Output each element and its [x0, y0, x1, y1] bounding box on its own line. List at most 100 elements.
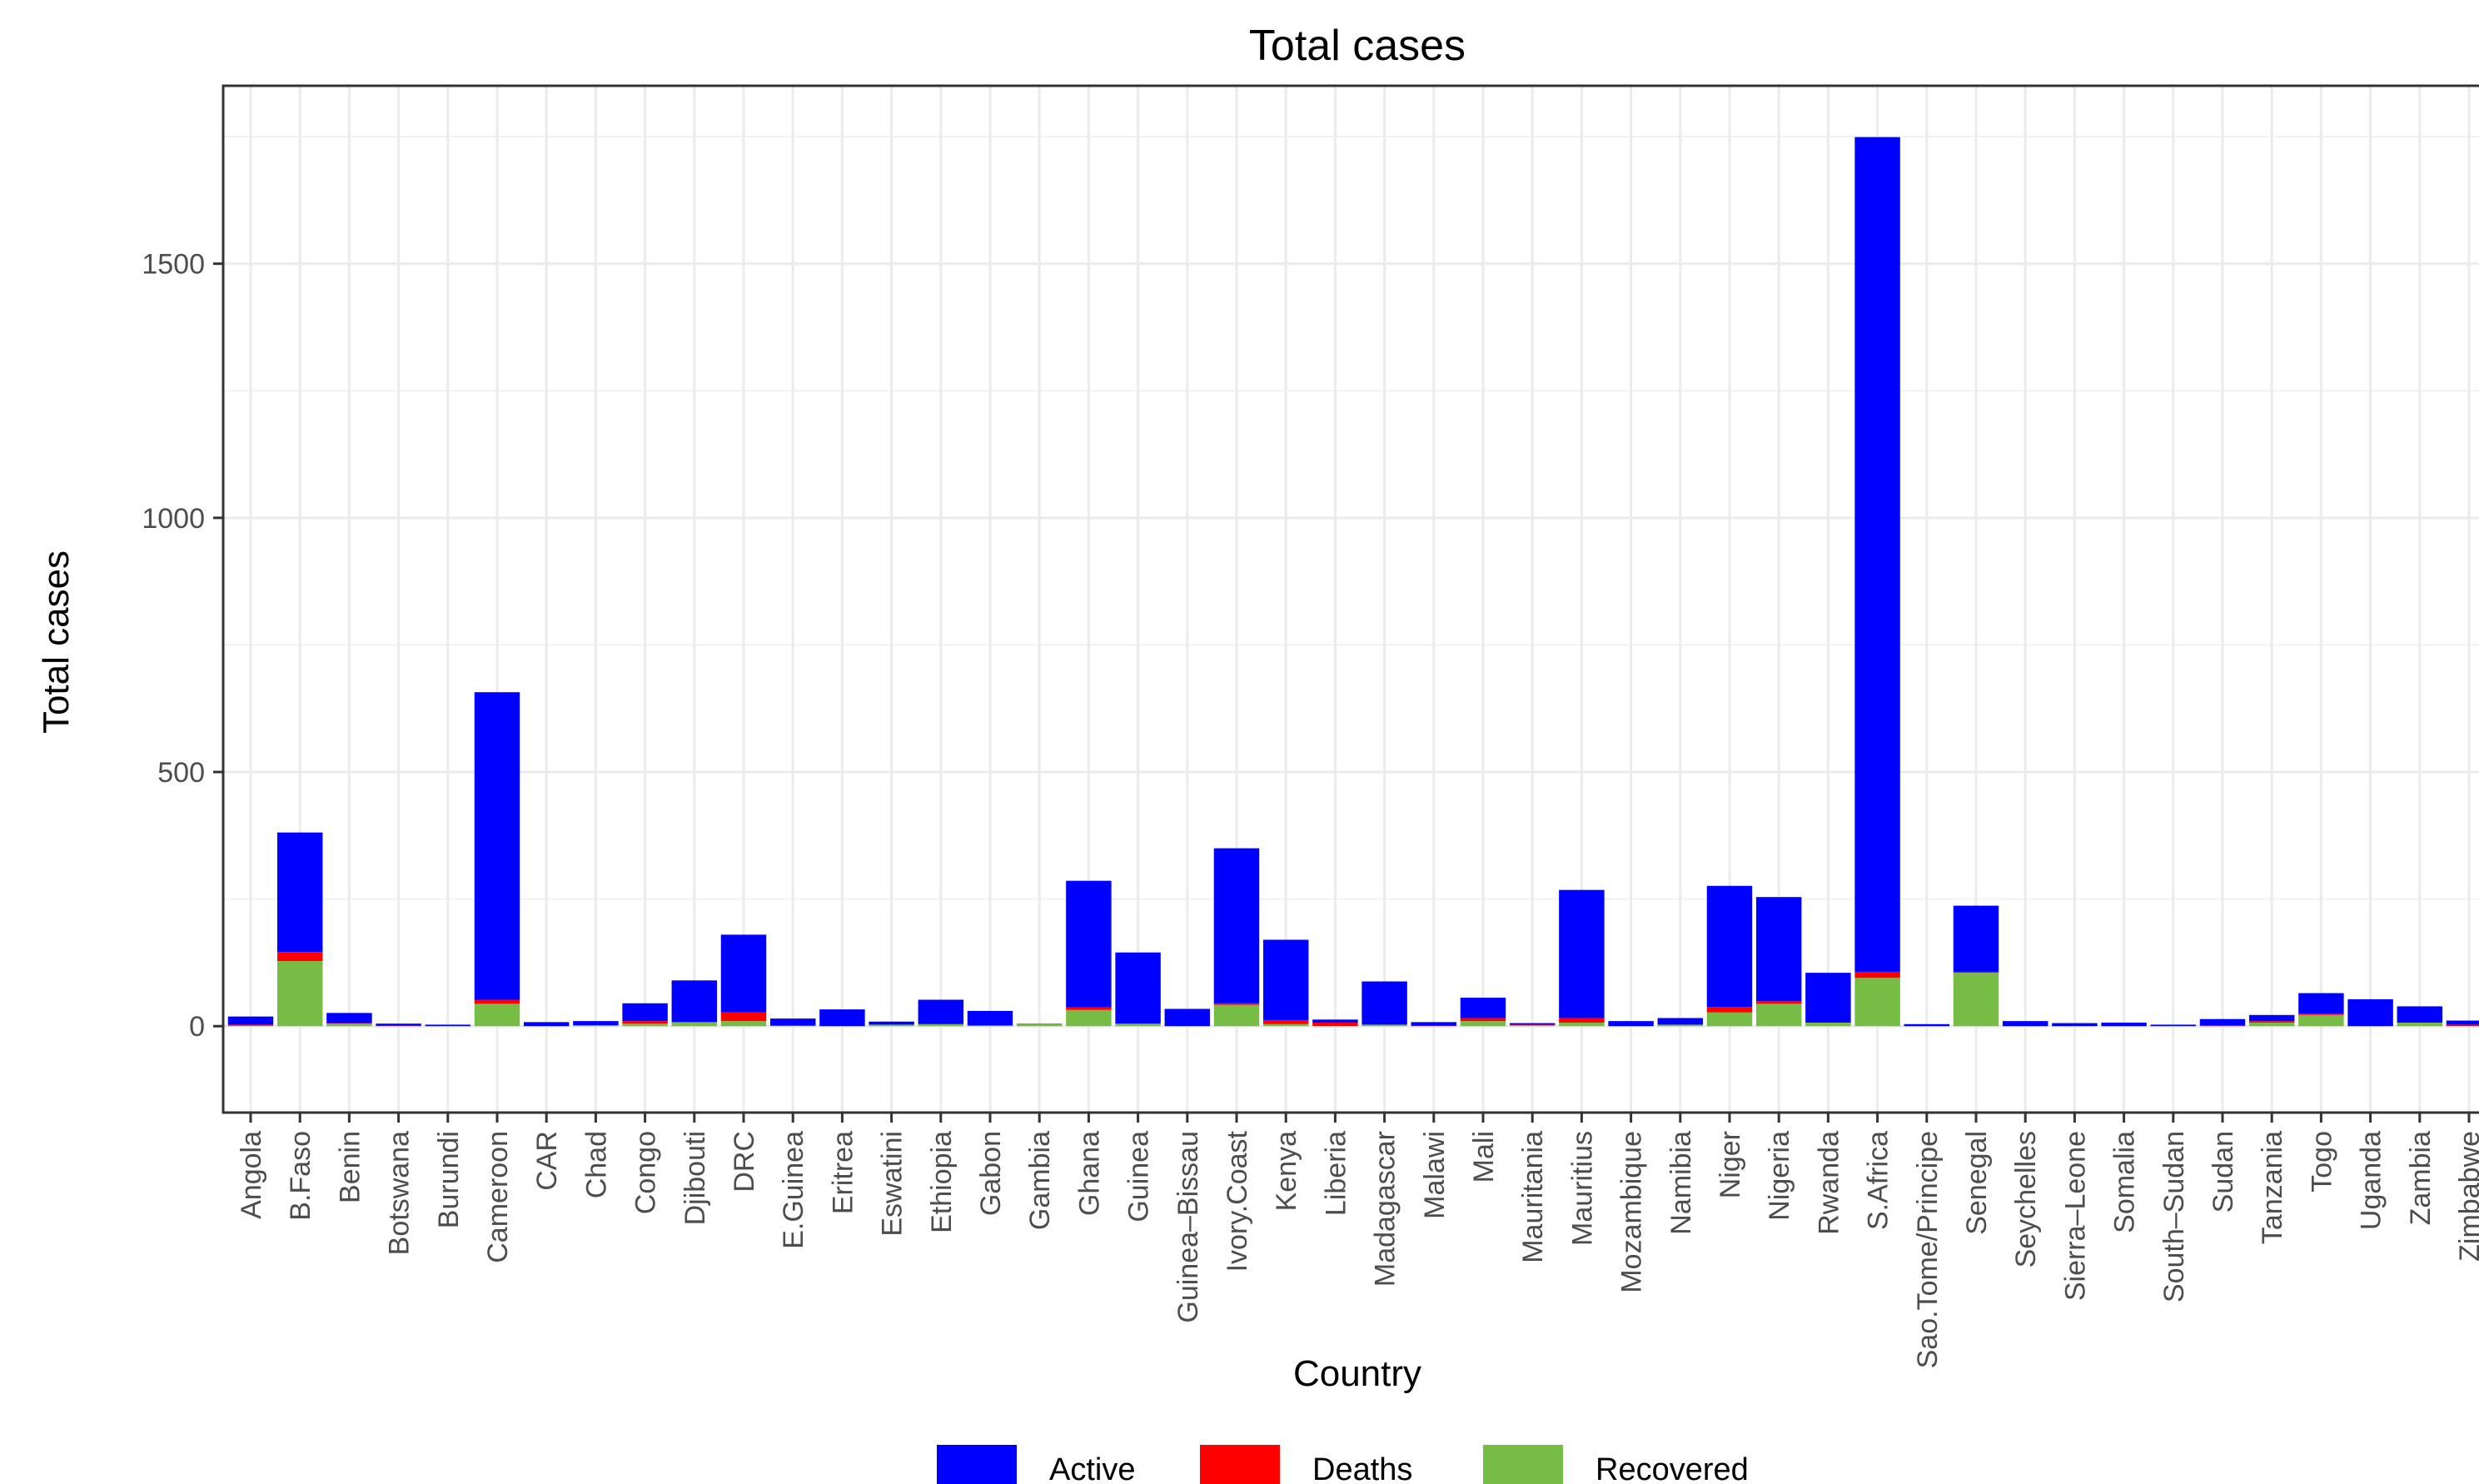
bar-deaths-togo	[2298, 1013, 2344, 1015]
bar-recovered-kenya	[1262, 1023, 1309, 1027]
x-tick-label-tanzania: Tanzania	[2257, 1131, 2288, 1244]
bar-active-car	[523, 1022, 570, 1027]
x-tick-label-zambia: Zambia	[2405, 1131, 2437, 1225]
legend-swatch-deaths	[1200, 1445, 1280, 1484]
bar-deaths-liberia	[1312, 1022, 1358, 1027]
x-tick-label-s-africa: S.Africa	[1863, 1131, 1894, 1230]
x-tick-label-eswatini: Eswatini	[877, 1131, 908, 1237]
x-tick-label-nigeria: Nigeria	[1764, 1131, 1795, 1221]
x-tick-label-seychelles: Seychelles	[2010, 1131, 2042, 1267]
bar-deaths-mauritania	[1509, 1024, 1556, 1026]
bar-active-somalia	[2101, 1022, 2147, 1027]
bar-active-benin	[326, 1013, 372, 1023]
y-tick-label: 1500	[142, 249, 205, 281]
bar-deaths-botswana	[376, 1025, 421, 1027]
x-tick-label-namibia: Namibia	[1665, 1131, 1697, 1235]
bar-deaths-gambia	[1016, 1023, 1063, 1024]
legend-swatch-active	[937, 1445, 1017, 1484]
legend-label-recovered: Recovered	[1595, 1452, 1749, 1484]
x-tick-label-uganda: Uganda	[2356, 1131, 2387, 1230]
bar-active-sao-tome-principe	[1904, 1023, 1950, 1027]
x-tick-label-mali: Mali	[1468, 1131, 1500, 1183]
bar-active-south-sudan	[2150, 1024, 2197, 1027]
bar-recovered-mali	[1460, 1021, 1506, 1027]
bar-active-seychelles	[2002, 1021, 2048, 1027]
x-tick-label-sierra-leone: Sierra–Leone	[2059, 1131, 2091, 1301]
bar-active-gabon	[967, 1010, 1013, 1026]
bar-deaths-tanzania	[2248, 1021, 2295, 1023]
bar-active-malawi	[1411, 1022, 1457, 1026]
bar-deaths-angola	[227, 1024, 274, 1026]
x-tick-label-cameroon: Cameroon	[482, 1131, 514, 1263]
x-tick-label-madagascar: Madagascar	[1370, 1131, 1401, 1287]
bar-active-rwanda	[1805, 973, 1851, 1023]
bar-active-togo	[2298, 993, 2344, 1013]
panel-border	[222, 84, 2479, 1114]
bar-active-kenya	[1262, 939, 1309, 1020]
legend: Active Deaths Recovered	[937, 1445, 1749, 1484]
bar-active-s-africa	[1854, 137, 1900, 972]
x-tick-label-chad: Chad	[580, 1131, 612, 1198]
bar-recovered-b-faso	[276, 961, 323, 1027]
bar-active-madagascar	[1361, 981, 1407, 1025]
y-tick-label: 0	[189, 1011, 205, 1043]
bar-recovered-nigeria	[1755, 1003, 1802, 1027]
bar-recovered-senegal	[1953, 973, 1999, 1027]
bar-recovered-guinea	[1115, 1023, 1161, 1027]
y-axis-label: Total cases	[36, 550, 77, 734]
bar-deaths-nigeria	[1755, 1001, 1802, 1004]
y-tick-label: 500	[157, 757, 205, 789]
bar-active-congo	[622, 1003, 668, 1022]
bar-deaths-s-africa	[1854, 971, 1900, 979]
x-tick-label-sudan: Sudan	[2208, 1131, 2239, 1213]
bar-active-zimbabwe	[2446, 1020, 2479, 1025]
x-tick-label-congo: Congo	[630, 1131, 662, 1214]
x-tick-label-e-guinea: E.Guinea	[778, 1131, 809, 1249]
bar-active-drc	[720, 934, 767, 1013]
x-tick-label-ethiopia: Ethiopia	[926, 1131, 958, 1233]
bar-active-ivory-coast	[1213, 848, 1260, 1003]
x-tick-label-car: CAR	[531, 1131, 563, 1191]
bar-recovered-drc	[720, 1021, 767, 1027]
bar-active-liberia	[1312, 1019, 1358, 1023]
bar-active-namibia	[1657, 1018, 1704, 1025]
x-tick-label-somalia: Somalia	[2109, 1131, 2141, 1233]
x-tick-label-liberia: Liberia	[1320, 1131, 1352, 1216]
bar-deaths-senegal	[1953, 971, 1999, 974]
bar-recovered-djibouti	[671, 1022, 718, 1027]
bar-recovered-mauritius	[1559, 1022, 1605, 1027]
bar-recovered-chad	[573, 1025, 619, 1027]
bar-deaths-malawi	[1411, 1025, 1457, 1027]
bar-deaths-ghana	[1066, 1007, 1112, 1010]
bar-deaths-gabon	[967, 1025, 1013, 1026]
bar-active-zambia	[2397, 1006, 2443, 1023]
bar-active-eswatini	[869, 1021, 914, 1025]
bar-active-ethiopia	[918, 999, 964, 1024]
bar-deaths-drc	[720, 1012, 767, 1022]
chart-title: Total cases	[1249, 22, 1466, 70]
bar-recovered-madagascar	[1361, 1024, 1407, 1027]
x-tick-label-drc: DRC	[729, 1131, 760, 1193]
bar-recovered-angola	[227, 1025, 274, 1027]
bar-active-guinea	[1115, 952, 1161, 1024]
x-tick-label-senegal: Senegal	[1961, 1131, 1993, 1235]
x-tick-label-botswana: Botswana	[384, 1131, 416, 1255]
bar-deaths-mali	[1460, 1018, 1506, 1022]
bar-active-cameroon	[474, 692, 520, 1000]
x-tick-label-gabon: Gabon	[975, 1131, 1007, 1216]
x-tick-label-guinea: Guinea	[1123, 1131, 1155, 1223]
x-tick-label-kenya: Kenya	[1271, 1131, 1302, 1211]
bar-deaths-kenya	[1262, 1019, 1309, 1024]
bar-recovered-congo	[622, 1023, 668, 1027]
x-tick-label-eritrea: Eritrea	[827, 1131, 859, 1214]
x-tick-label-angola: Angola	[236, 1131, 267, 1219]
bar-recovered-ghana	[1066, 1009, 1112, 1027]
x-tick-label-mauritius: Mauritius	[1566, 1131, 1598, 1246]
bar-active-mauritania	[1509, 1023, 1556, 1025]
legend-label-active: Active	[1049, 1452, 1135, 1484]
bar-deaths-mauritius	[1559, 1018, 1605, 1023]
x-tick-label-niger: Niger	[1715, 1131, 1746, 1198]
